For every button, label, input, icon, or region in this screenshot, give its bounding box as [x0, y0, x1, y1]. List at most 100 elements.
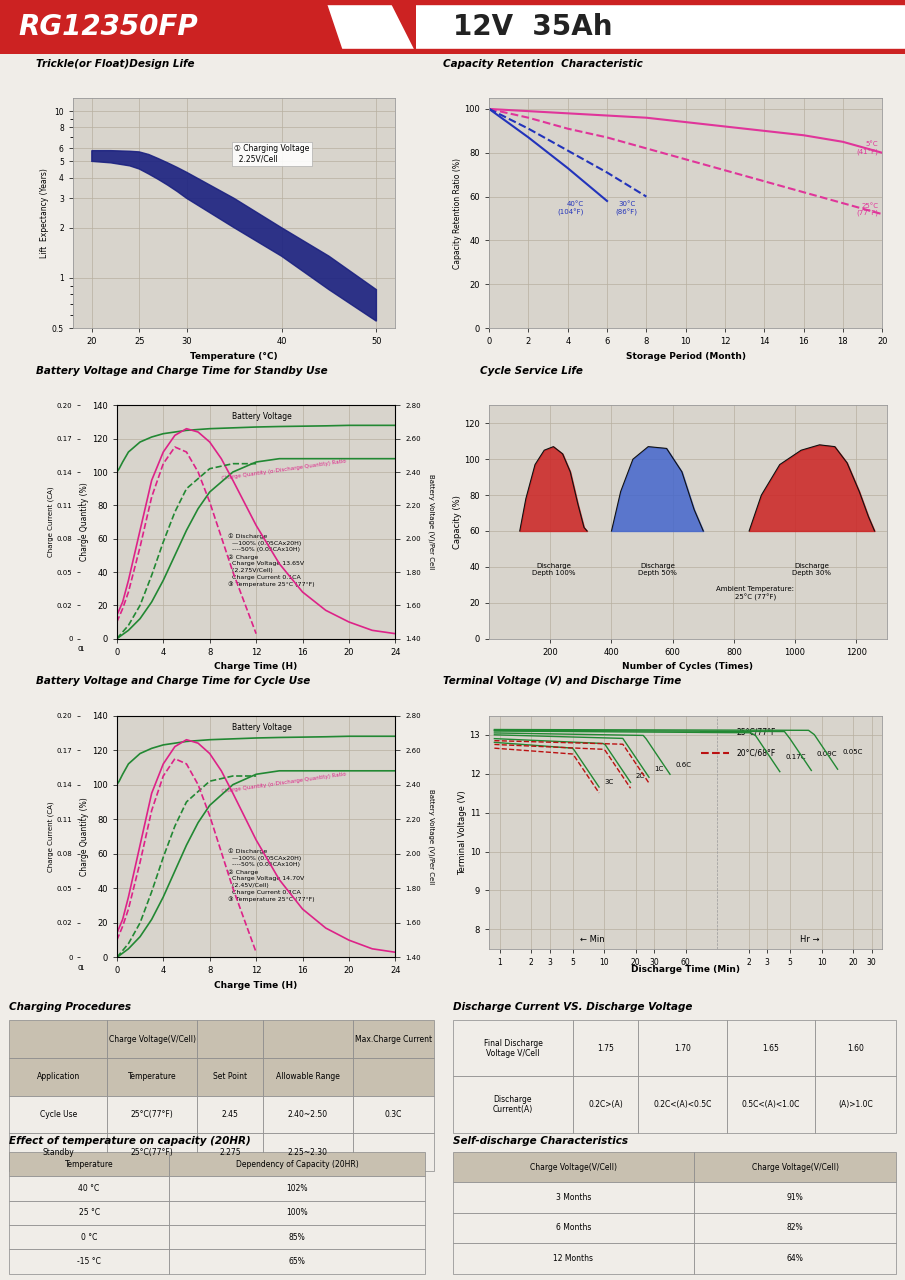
Text: ← Min: ← Min: [580, 936, 605, 945]
Text: Cycle Service Life: Cycle Service Life: [480, 366, 583, 376]
Text: 2C: 2C: [636, 773, 645, 778]
Text: Terminal Voltage (V) and Discharge Time: Terminal Voltage (V) and Discharge Time: [443, 676, 681, 686]
Text: Cycle Use: Cycle Use: [40, 1110, 77, 1119]
Text: Battery Voltage: Battery Voltage: [232, 723, 291, 732]
Text: 6 Months: 6 Months: [556, 1224, 591, 1233]
Text: 25°C(77°F): 25°C(77°F): [131, 1148, 174, 1157]
Y-axis label: Battery Voltage (V)/Per Cell: Battery Voltage (V)/Per Cell: [428, 475, 434, 570]
Text: 100%: 100%: [287, 1208, 308, 1217]
Text: Ambient Temperature:
25°C (77°F): Ambient Temperature: 25°C (77°F): [716, 586, 795, 600]
X-axis label: Charge Time (H): Charge Time (H): [214, 662, 298, 671]
Text: 12V  35Ah: 12V 35Ah: [452, 13, 612, 41]
Text: Effect of temperature on capacity (20HR): Effect of temperature on capacity (20HR): [9, 1135, 251, 1146]
Text: 12 Months: 12 Months: [554, 1254, 594, 1263]
Text: Battery Voltage and Charge Time for Standby Use: Battery Voltage and Charge Time for Stan…: [36, 366, 328, 376]
Text: 64%: 64%: [786, 1254, 804, 1263]
Text: 0.2C>(A): 0.2C>(A): [588, 1100, 623, 1110]
Text: 20°C/68°F: 20°C/68°F: [737, 749, 776, 758]
Polygon shape: [91, 151, 376, 321]
Text: Discharge Current VS. Discharge Voltage: Discharge Current VS. Discharge Voltage: [452, 1002, 692, 1012]
Text: ① Discharge
  —100% (0.05CAx20H)
  ----50% (0.05CAx10H)
② Charge
  Charge Voltag: ① Discharge —100% (0.05CAx20H) ----50% (…: [228, 849, 315, 902]
Text: Charge Quantity (o-Discharge Quantity) Ratio: Charge Quantity (o-Discharge Quantity) R…: [222, 772, 347, 794]
Text: 1C: 1C: [654, 767, 663, 773]
Text: 0.5C<(A)<1.0C: 0.5C<(A)<1.0C: [742, 1100, 800, 1110]
Text: Temperature: Temperature: [65, 1160, 113, 1169]
Text: 2.275: 2.275: [219, 1148, 241, 1157]
Text: Discharge
Depth 30%: Discharge Depth 30%: [793, 563, 832, 576]
Text: 0.2C<(A)<0.5C: 0.2C<(A)<0.5C: [653, 1100, 711, 1110]
Text: Standby: Standby: [43, 1148, 74, 1157]
Y-axis label: Lift  Expectancy (Years): Lift Expectancy (Years): [40, 168, 49, 259]
Text: 2.25~2.30: 2.25~2.30: [288, 1148, 328, 1157]
Text: 25°C/77°F: 25°C/77°F: [737, 727, 776, 736]
Text: 2.45: 2.45: [222, 1110, 238, 1119]
X-axis label: Storage Period (Month): Storage Period (Month): [625, 352, 746, 361]
Text: 102%: 102%: [287, 1184, 308, 1193]
Y-axis label: Capacity Retention Ratio (%): Capacity Retention Ratio (%): [452, 157, 462, 269]
Y-axis label: Charge Quantity (%): Charge Quantity (%): [81, 483, 90, 562]
Text: Charge Voltage(V/Cell): Charge Voltage(V/Cell): [530, 1162, 617, 1171]
Text: 0.05C: 0.05C: [843, 749, 863, 755]
Text: Discharge Time (Min): Discharge Time (Min): [631, 965, 740, 974]
Text: 1.60: 1.60: [847, 1043, 864, 1053]
Text: Battery Voltage and Charge Time for Cycle Use: Battery Voltage and Charge Time for Cycl…: [36, 676, 310, 686]
Text: 0.6C: 0.6C: [675, 763, 691, 768]
Y-axis label: Capacity (%): Capacity (%): [452, 495, 462, 549]
Text: 65%: 65%: [289, 1257, 306, 1266]
Text: Set Point: Set Point: [213, 1073, 247, 1082]
Text: Dependency of Capacity (20HR): Dependency of Capacity (20HR): [236, 1160, 358, 1169]
Text: 30°C
(86°F): 30°C (86°F): [615, 201, 638, 215]
Text: Charge Voltage(V/Cell): Charge Voltage(V/Cell): [109, 1034, 195, 1043]
Text: 25 °C: 25 °C: [79, 1208, 100, 1217]
Text: Application: Application: [36, 1073, 80, 1082]
Text: (A)>1.0C: (A)>1.0C: [838, 1100, 873, 1110]
Text: 0.09C: 0.09C: [816, 751, 837, 758]
Text: 82%: 82%: [786, 1224, 804, 1233]
Y-axis label: Charge Quantity (%): Charge Quantity (%): [81, 797, 90, 876]
Text: Discharge
Current(A): Discharge Current(A): [493, 1094, 533, 1115]
Y-axis label: Terminal Voltage (V): Terminal Voltage (V): [458, 790, 467, 874]
Text: Trickle(or Float)Design Life: Trickle(or Float)Design Life: [36, 59, 195, 69]
Text: Capacity Retention  Characteristic: Capacity Retention Characteristic: [443, 59, 643, 69]
Text: RG12350FP: RG12350FP: [18, 13, 198, 41]
Text: 0.3C: 0.3C: [385, 1110, 402, 1119]
Text: 0.17C: 0.17C: [785, 754, 805, 760]
Text: 0 °C: 0 °C: [81, 1233, 98, 1242]
Text: 3C: 3C: [605, 778, 614, 785]
Text: Final Discharge
Voltage V/Cell: Final Discharge Voltage V/Cell: [483, 1038, 542, 1059]
Text: 3 Months: 3 Months: [556, 1193, 591, 1202]
Text: Charge Quantity (o-Discharge Quantity) Ratio: Charge Quantity (o-Discharge Quantity) R…: [222, 458, 347, 481]
Bar: [0, 0, 344, 54]
Y-axis label: Battery Voltage (V)/Per Cell: Battery Voltage (V)/Per Cell: [428, 788, 434, 884]
Text: Charging Procedures: Charging Procedures: [9, 1002, 131, 1012]
Text: ① Discharge
  —100% (0.05CAx20H)
  ----50% (0.05CAx10H)
② Charge
  Charge Voltag: ① Discharge —100% (0.05CAx20H) ----50% (…: [228, 534, 315, 588]
Bar: [0, 50, 905, 54]
Text: 91%: 91%: [786, 1193, 804, 1202]
X-axis label: Temperature (°C): Temperature (°C): [190, 352, 278, 361]
Y-axis label: Charge Current (CA): Charge Current (CA): [48, 486, 54, 557]
Text: 1.75: 1.75: [597, 1043, 614, 1053]
Text: 25°C
(77°F): 25°C (77°F): [856, 202, 878, 216]
X-axis label: Charge Time (H): Charge Time (H): [214, 980, 298, 989]
X-axis label: Number of Cycles (Times): Number of Cycles (Times): [623, 662, 754, 671]
Bar: [0, 0, 905, 4]
Text: Temperature: Temperature: [128, 1073, 176, 1082]
Text: 25°C(77°F): 25°C(77°F): [131, 1110, 174, 1119]
Text: ① Charging Voltage
  2.25V/Cell: ① Charging Voltage 2.25V/Cell: [234, 145, 310, 164]
Text: 2.40~2.50: 2.40~2.50: [288, 1110, 328, 1119]
Text: 1.70: 1.70: [674, 1043, 691, 1053]
Text: Allowable Range: Allowable Range: [276, 1073, 339, 1082]
Text: Discharge
Depth 100%: Discharge Depth 100%: [531, 563, 576, 576]
Text: Max.Charge Current: Max.Charge Current: [355, 1034, 432, 1043]
Text: Self-discharge Characteristics: Self-discharge Characteristics: [452, 1135, 627, 1146]
Text: Discharge
Depth 50%: Discharge Depth 50%: [638, 563, 677, 576]
Text: Charge Voltage(V/Cell): Charge Voltage(V/Cell): [752, 1162, 839, 1171]
Text: -15 °C: -15 °C: [77, 1257, 101, 1266]
Y-axis label: Charge Current (CA): Charge Current (CA): [48, 801, 54, 872]
Text: 85%: 85%: [289, 1233, 306, 1242]
Text: Hr →: Hr →: [800, 936, 820, 945]
Polygon shape: [326, 0, 416, 54]
Text: 5°C
(41°F): 5°C (41°F): [856, 141, 878, 156]
Text: 40 °C: 40 °C: [79, 1184, 100, 1193]
Polygon shape: [326, 0, 416, 54]
